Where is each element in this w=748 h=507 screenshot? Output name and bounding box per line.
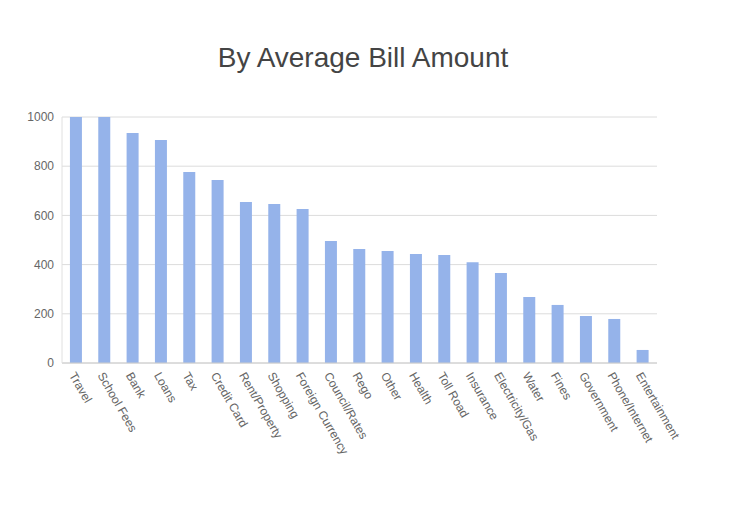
svg-text:Phone/Internet: Phone/Internet xyxy=(604,369,656,445)
svg-text:Rego: Rego xyxy=(350,370,377,402)
svg-text:Other: Other xyxy=(378,370,405,403)
svg-text:Electricity/Gas: Electricity/Gas xyxy=(491,369,542,444)
svg-text:200: 200 xyxy=(34,307,54,321)
svg-text:Entertainment: Entertainment xyxy=(633,370,683,442)
svg-text:Health: Health xyxy=(406,370,435,407)
svg-text:Tax: Tax xyxy=(180,370,201,393)
svg-text:Government: Government xyxy=(576,369,622,434)
html-text:By Average Bill Amount: By Average Bill Amount xyxy=(217,42,509,73)
svg-text:Council/Rates: Council/Rates xyxy=(321,369,371,442)
svg-text:Rent/Property: Rent/Property xyxy=(236,369,286,441)
svg-text:1000: 1000 xyxy=(27,110,54,124)
svg-text:600: 600 xyxy=(34,209,54,223)
svg-text:Fines: Fines xyxy=(548,370,575,402)
svg-text:Foreign Currency: Foreign Currency xyxy=(292,369,352,457)
svg-text:Credit Card: Credit Card xyxy=(207,369,251,430)
svg-text:School Fees: School Fees xyxy=(94,369,140,435)
svg-text:Insurance: Insurance xyxy=(462,369,502,423)
svg-text:Water: Water xyxy=(520,370,548,404)
svg-text:Loans: Loans xyxy=(151,370,179,405)
svg-text:0: 0 xyxy=(47,356,54,370)
svg-text:Toll Road: Toll Road xyxy=(434,369,472,421)
svg-text:400: 400 xyxy=(34,258,54,272)
svg-text:800: 800 xyxy=(34,159,54,173)
svg-text:Bank: Bank xyxy=(123,370,149,402)
svg-text:Travel: Travel xyxy=(66,370,95,405)
svg-text:Shopping: Shopping xyxy=(264,369,302,421)
